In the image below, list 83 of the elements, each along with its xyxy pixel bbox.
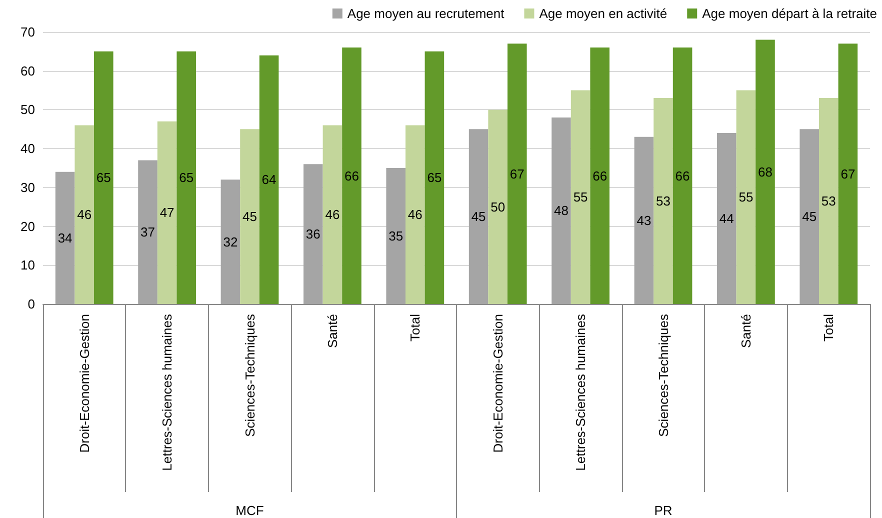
- data-label: 65: [96, 170, 111, 186]
- legend-label: Age moyen en activité: [539, 6, 668, 21]
- x-tick-label: Santé: [738, 314, 754, 348]
- bar: [800, 129, 819, 304]
- bar: [634, 136, 654, 304]
- data-label: 55: [573, 190, 588, 205]
- bar: [386, 168, 406, 304]
- bar: [570, 90, 590, 304]
- x-tick-label: Sciences-Techniques: [656, 314, 671, 437]
- bar: [654, 98, 673, 304]
- legend-label: Age moyen départ à la retraite: [702, 6, 878, 21]
- bar: [138, 160, 158, 304]
- data-label: 46: [325, 207, 340, 222]
- data-label: 35: [388, 228, 404, 244]
- data-label: 46: [77, 207, 92, 222]
- x-tick-label: Droit-Economie-Gestion: [76, 314, 92, 453]
- bar: [240, 129, 260, 304]
- y-tick-label: 30: [20, 180, 35, 195]
- bar: [74, 125, 94, 304]
- bar: [488, 110, 508, 304]
- x-tick-label: Total: [408, 314, 423, 342]
- bar: [468, 129, 488, 304]
- data-label: 45: [471, 209, 486, 224]
- bar: [157, 121, 177, 304]
- data-label: 68: [758, 164, 772, 180]
- bar: [590, 48, 610, 304]
- y-tick-label: 20: [20, 218, 35, 234]
- bar: [176, 51, 196, 304]
- data-label: 55: [738, 190, 754, 205]
- x-tick-label: Droit-Economie-Gestion: [490, 314, 506, 453]
- x-tick-label: Sciences-Techniques: [242, 314, 258, 437]
- data-label: 53: [656, 194, 670, 209]
- data-label: 50: [490, 199, 506, 214]
- bar: [838, 44, 858, 304]
- data-label: 32: [223, 234, 238, 250]
- data-label: 66: [592, 168, 608, 184]
- data-label: 53: [821, 194, 836, 209]
- data-label: 48: [554, 203, 568, 218]
- bar: [342, 48, 362, 304]
- data-label: 34: [58, 230, 72, 246]
- data-label: 46: [408, 207, 422, 222]
- data-label: 47: [160, 205, 174, 220]
- data-label: 66: [675, 168, 690, 184]
- bar: [424, 51, 444, 304]
- y-tick-label: 50: [20, 102, 35, 118]
- data-label: 64: [262, 172, 276, 188]
- legend-label: Age moyen au recrutement: [347, 6, 505, 21]
- bar: [55, 172, 75, 304]
- x-tick-label: Lettres-Sciences humaines: [573, 314, 588, 471]
- data-label: 65: [179, 170, 194, 186]
- y-tick-label: 0: [28, 296, 35, 312]
- bar: [756, 40, 775, 304]
- y-tick-label: 60: [20, 63, 35, 78]
- data-label: 45: [242, 209, 257, 224]
- data-label: 67: [840, 166, 856, 182]
- bar: [304, 164, 323, 304]
- data-label: 45: [802, 209, 817, 224]
- text: MCF: [236, 503, 264, 518]
- bar: [94, 51, 114, 304]
- bar: [717, 133, 736, 304]
- data-label: 44: [719, 211, 734, 226]
- bar: [220, 180, 240, 304]
- data-label: 43: [636, 212, 652, 228]
- y-tick-label: 10: [20, 258, 35, 273]
- x-tick-label: Santé: [324, 314, 340, 348]
- data-label: 65: [427, 170, 442, 186]
- bar: [552, 117, 571, 304]
- x-tick-label: Lettres-Sciences humaines: [160, 314, 175, 471]
- data-label: 36: [306, 226, 320, 242]
- bar: [736, 90, 756, 304]
- bar: [508, 44, 527, 304]
- bar: [406, 125, 425, 304]
- x-tick-label: Total: [821, 314, 836, 342]
- bar: [672, 48, 692, 304]
- y-tick-label: 70: [20, 24, 35, 40]
- bar: [259, 55, 279, 304]
- y-tick-label: 40: [20, 141, 35, 156]
- data-label: 37: [140, 224, 155, 240]
- data-label: 67: [510, 166, 524, 182]
- bar: [819, 98, 838, 304]
- text: PR: [654, 503, 672, 518]
- bar: [322, 125, 342, 304]
- data-label: 66: [344, 168, 359, 184]
